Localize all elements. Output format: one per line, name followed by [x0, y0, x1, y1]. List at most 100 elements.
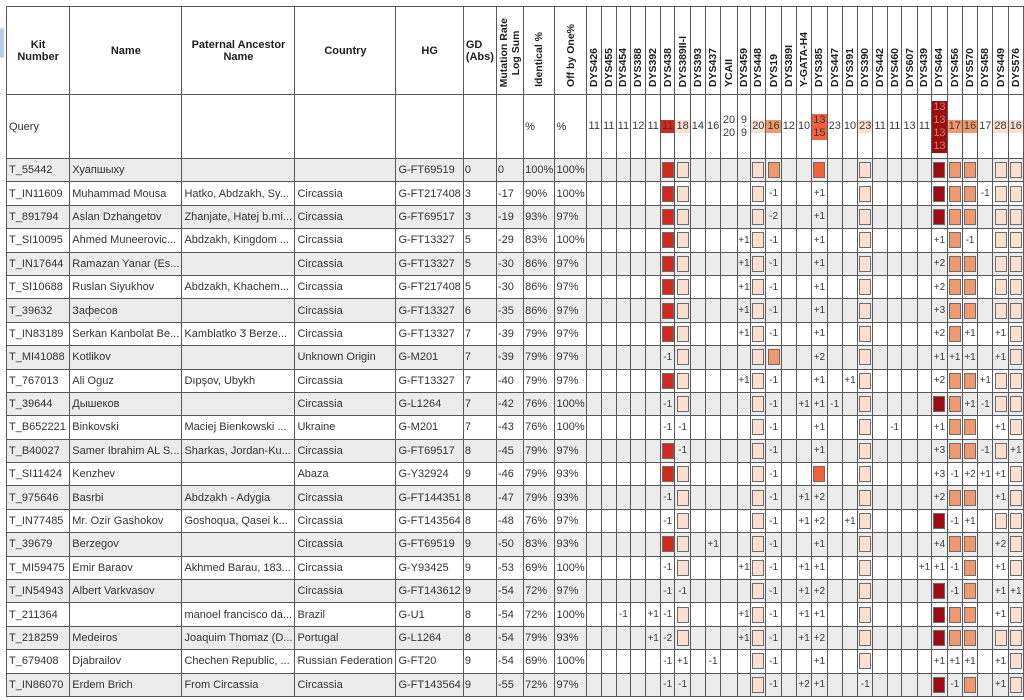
- marker-cell-DYS393: [689, 508, 706, 534]
- match-square: [859, 630, 872, 646]
- table-row[interactable]: T_IN83189 Serkan Kanbolat Be... Kamblatko …: [5, 321, 1024, 347]
- marker-cell-DYS455: [601, 321, 617, 347]
- marker-cell-DYS439: [916, 649, 933, 674]
- table-row[interactable]: T_211364 manoel francisco da... Brazil G-U1…: [5, 602, 1024, 627]
- haplogroup-cell: G-FT13327: [395, 321, 464, 347]
- column-header-country: Country: [294, 6, 397, 95]
- match-square: [1009, 419, 1022, 436]
- marker-cell-DYS442: [872, 625, 888, 651]
- column-header-name: Name: [69, 6, 183, 95]
- table-row[interactable]: T_218259 Medeiros Joaquim Thomaz (D... Port…: [5, 625, 1024, 651]
- marker-cell-DYS389I: [780, 298, 797, 323]
- marker-header-DYS570: DYS570: [961, 6, 979, 95]
- table-row[interactable]: T_IN17644 Ramazan Yanar (Es... Circassia G-…: [5, 251, 1024, 276]
- table-row[interactable]: T_891794 Aslan Dzhangetov Zhanjate, Hatej …: [5, 204, 1024, 230]
- table-row[interactable]: T_IN11609 Muhammad Mousa Hatko, Abdzakh, S…: [5, 181, 1024, 206]
- marker-cell-DYS393: [689, 649, 706, 674]
- marker-cell-DYS392: [645, 415, 661, 440]
- marker-cell-DYS607: [901, 532, 918, 557]
- marker-cell-Y-GATA-H4: [795, 345, 813, 370]
- table-row[interactable]: T_767013 Ali Oguz Dıpşov, Ubykh Circassia G-…: [5, 368, 1024, 393]
- query-value-DYS570: 16: [961, 94, 979, 159]
- marker-diff: +1: [813, 188, 826, 200]
- marker-cell-DYS391: [841, 462, 859, 487]
- table-row[interactable]: T_MI59475 Emir Baraov Akhmed Barau, 183...…: [5, 555, 1024, 581]
- table-row[interactable]: T_55442 Хуапшыху G-FT69519 0 0 100% 100%: [5, 157, 1024, 183]
- name-cell: Ahmed Muneerovic...: [69, 228, 183, 253]
- country-cell: Circassia: [294, 438, 397, 464]
- marker-cell-DYS464: +1: [931, 345, 948, 370]
- haplogroup-cell: G-FT69519: [395, 532, 464, 557]
- marker-cell-Y-GATA-H4: +1: [795, 625, 813, 651]
- marker-cell-Y-GATA-H4: [795, 298, 813, 323]
- marker-cell-DYS454: [615, 625, 632, 651]
- table-row[interactable]: T_IN86070 Erdem Brich From Circassia Circas…: [5, 672, 1024, 697]
- marker-cell-DYS454: [615, 672, 632, 697]
- table-row[interactable]: T_SI10688 Ruslan Siyukhov Abdzakh, Khachem…: [5, 274, 1024, 300]
- marker-diff: +2: [798, 679, 810, 691]
- marker-cell-DYS442: [872, 228, 888, 253]
- marker-cell-DYS447: [826, 438, 843, 464]
- marker-cell-DYS442: [872, 649, 888, 674]
- marker-cell-DYS389II-I: [674, 157, 691, 183]
- table-row[interactable]: T_IN77485 Mr. Ozir Gashokov Goshoqua, Qase…: [5, 508, 1024, 534]
- table-row[interactable]: T_MI41088 Kotlikov Unknown Origin G-M201 7 -3…: [5, 345, 1024, 370]
- marker-cell-DYS389I: [780, 649, 797, 674]
- marker-cell-DYS437: [704, 157, 722, 183]
- scrollbar-thumb[interactable]: [0, 28, 4, 58]
- name-cell: Medeiros: [69, 625, 183, 651]
- gd-cell: 3: [462, 204, 497, 230]
- marker-diff: +3: [933, 305, 946, 317]
- table-row[interactable]: T_B652221 Binkovski Maciej Bienkowski ... U…: [5, 415, 1024, 440]
- match-square: [994, 442, 1007, 459]
- marker-cell-DYS448: [750, 602, 767, 627]
- marker-cell-DYS458: [977, 579, 994, 604]
- match-square: [752, 232, 765, 249]
- table-row[interactable]: T_679408 Djabrailov Chechen Republic, ... R…: [5, 649, 1024, 674]
- gd-cell: 8: [462, 438, 497, 464]
- mutation-rate-log-sum-cell: 0: [495, 157, 525, 183]
- name-cell: Serkan Kanbolat Be...: [69, 321, 183, 347]
- table-row[interactable]: T_975646 Basrbi Abdzakh - Adygia Circassia G…: [5, 485, 1024, 510]
- table-row[interactable]: T_B40027 Samer Ibrahim AL S... Sharkas, Jo…: [5, 438, 1024, 464]
- marker-cell-DYS454: [615, 555, 632, 581]
- table-row[interactable]: T_IN54943 Albert Varkvasov Circassia G-FT14…: [5, 579, 1024, 604]
- haplogroup-cell: G-L1264: [395, 391, 464, 417]
- query-value-text: 10: [843, 120, 857, 132]
- marker-cell-DYS459: [736, 391, 752, 417]
- marker-cell-DYS447: [826, 485, 843, 510]
- kit-number-cell: T_IN86070: [5, 672, 71, 697]
- name-cell: Samer Ibrahim AL S...: [69, 438, 183, 464]
- table-row[interactable]: T_SI10095 Ahmed Muneerovic... Abdzakh, Kin…: [5, 228, 1024, 253]
- table-row[interactable]: T_39632 Зафесов Circassia G-FT13327 6 -35 86% 9…: [5, 298, 1024, 323]
- marker-cell-DYS385: +1: [811, 649, 828, 674]
- marker-cell-DYS459: [736, 438, 752, 464]
- marker-cell-DYS426: [586, 228, 603, 253]
- marker-cell-DYS449: [992, 204, 1009, 230]
- marker-cell-DYS455: [601, 181, 617, 206]
- table-row[interactable]: T_39679 Berzegov Circassia G-FT69519 9 -50 83%…: [5, 532, 1024, 557]
- marker-cell-DYS439: [916, 438, 933, 464]
- name-cell: Albert Varkvasov: [69, 579, 183, 604]
- marker-cell-DYS388: [630, 181, 647, 206]
- kit-number-cell: T_MI41088: [5, 345, 71, 370]
- marker-cell-DYS385: +1: [811, 555, 828, 581]
- marker-diff: -1: [769, 468, 779, 480]
- marker-cell-DYS460: [886, 649, 903, 674]
- match-square: [661, 208, 674, 225]
- name-cell: Ali Oguz: [69, 368, 183, 393]
- table-row[interactable]: T_39644 Дышеков Circassia G-L1264 7 -42 76% 100…: [5, 391, 1024, 417]
- marker-cell-DYS454: [615, 251, 632, 276]
- table-row[interactable]: T_SI11424 Kenzhev Abaza G-Y32924 9 -46 79% 93% -…: [5, 462, 1024, 487]
- marker-cell-DYS454: [615, 579, 632, 604]
- marker-header-label: DYS385: [813, 47, 826, 87]
- query-value-DYS576: 16: [1007, 94, 1024, 159]
- results-table-container: Kit Number Name Paternal Ancestor Name Coun…: [5, 6, 1024, 697]
- marker-cell-DYS460: [886, 462, 903, 487]
- marker-cell-DYS607: [901, 438, 918, 464]
- marker-cell-DYS458: -1: [977, 438, 994, 464]
- match-square: [994, 302, 1007, 319]
- marker-cell-DYS19: -1: [765, 368, 782, 393]
- match-square: [859, 536, 872, 553]
- marker-header-label: DYS449: [994, 47, 1007, 87]
